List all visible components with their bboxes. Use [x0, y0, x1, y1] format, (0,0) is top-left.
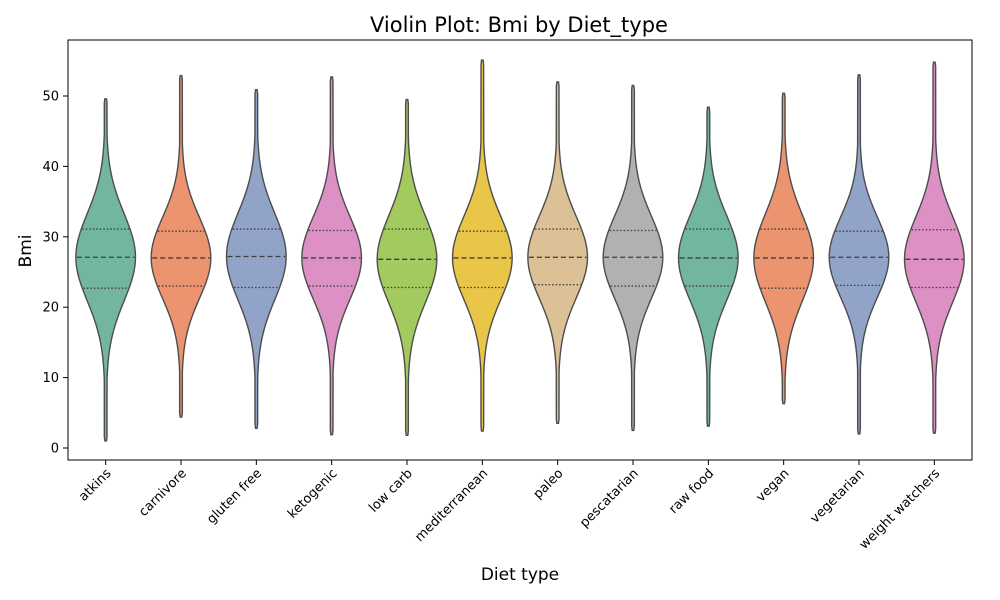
x-tick-label: paleo: [531, 466, 567, 502]
x-tick-label: weight watchers: [857, 466, 944, 553]
y-tick-label: 50: [42, 90, 59, 105]
violin-vegetarian: [828, 74, 890, 435]
x-tick-label: vegan: [753, 466, 792, 505]
y-tick-label: 20: [42, 301, 59, 316]
x-axis-label: Diet type: [481, 565, 559, 585]
y-tick-label: 10: [42, 371, 59, 386]
y-axis-label: Bmi: [16, 235, 36, 268]
violin-pescatarian: [602, 84, 664, 432]
y-axis: 0 10 20 30 40 50: [42, 90, 68, 457]
violin-low-carb: [376, 98, 438, 437]
x-tick-label: pescatarian: [577, 466, 642, 531]
y-tick-label: 0: [51, 442, 59, 457]
violin-carnivore: [150, 74, 212, 418]
violin-gluten-free: [225, 88, 287, 429]
violin-ketogenic: [301, 76, 363, 436]
x-tick-label: ketogenic: [285, 466, 340, 521]
violin-mediterranean: [451, 59, 513, 432]
x-axis: atkins carnivore gluten free ketogenic low c…: [76, 460, 943, 553]
plot-frame: [67, 39, 973, 461]
violin-atkins: [75, 98, 137, 442]
violins-group: [75, 59, 965, 442]
chart-title: Violin Plot: Bmi by Diet_type: [370, 13, 668, 38]
y-tick-label: 30: [42, 230, 59, 245]
violin-paleo: [527, 81, 589, 425]
x-tick-label: atkins: [76, 466, 114, 504]
x-tick-label: vegetarian: [808, 466, 868, 526]
x-tick-label: carnivore: [136, 466, 190, 520]
x-tick-label: raw food: [666, 466, 717, 517]
violin-raw-food: [677, 106, 739, 427]
x-tick-label: gluten free: [204, 466, 265, 527]
x-tick-label: low carb: [366, 466, 416, 516]
x-tick-label: mediterranean: [412, 466, 491, 545]
violin-vegan: [753, 92, 815, 405]
y-tick-label: 40: [42, 160, 59, 175]
violin-weight-watchers: [903, 61, 965, 434]
